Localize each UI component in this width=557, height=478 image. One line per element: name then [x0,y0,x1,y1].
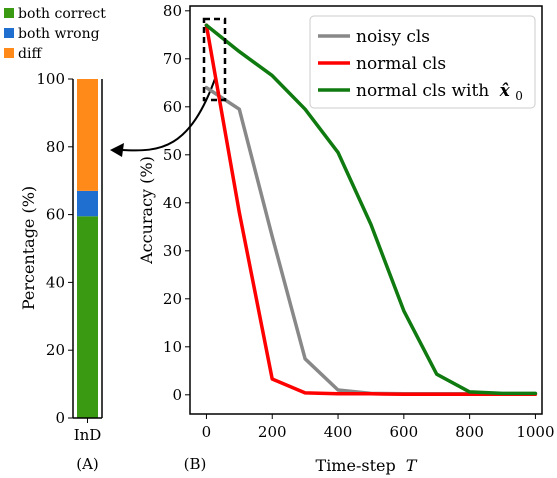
panel-b-x-tick-label: 400 [324,423,353,441]
panel-a-x-tick-label: InD [74,426,102,444]
zoom-highlight-box [202,17,227,102]
panel-b-series-lines [204,23,538,397]
panel-b-y-tick-label: 10 [163,338,182,356]
panel-a-y-tick-label: 0 [55,409,65,427]
panel-b-y-tick-label: 40 [163,194,182,212]
panel-b-legend: noisy cls normal cls normal cls with x̂ … [309,15,536,109]
connector-arrowhead [110,143,124,157]
panel-b-line-chart: 0 10 20 30 40 50 60 70 80 0 200 400 600 800 1000 nois… [137,2,555,475]
legend-label-both-correct: both correct [18,6,106,22]
panel-a-bars [77,79,98,418]
panel-b-y-tick-label: 60 [163,98,182,116]
panel-b-y-tick-label: 30 [163,242,182,260]
panel-a-y-tick-label: 40 [46,273,65,291]
legend-swatch-diff [4,48,14,58]
panel-b-plot-frame [189,5,543,415]
panel-a-y-tick-label: 100 [36,70,65,88]
legend-label-normal-cls: normal cls [356,54,446,74]
panel-b-legend-frame [309,15,536,109]
legend-label-diff: diff [18,46,42,62]
bar-segment-both-wrong [77,190,98,217]
panel-b-y-tick-label: 20 [163,290,182,308]
panel-a-y-tick-label: 20 [46,341,65,359]
panel-b-x-axis-label-text: Time-step [316,456,396,475]
panel-b-y-ticks: 0 10 20 30 40 50 60 70 80 [163,2,190,404]
panel-b-x-axis-label-var: T [406,456,418,475]
series-line-noisy-cls [204,85,538,396]
panel-b-y-tick-label: 50 [163,146,182,164]
panel-b-x-tick-label: 600 [390,423,419,441]
panel-b-x-ticks: 0 200 400 600 800 1000 [202,414,555,441]
panel-b-x-axis-label: Time-step T [316,456,418,475]
panel-b-x-tick-label: 0 [202,423,212,441]
panel-b-label: (B) [184,455,207,473]
series-line-normal-cls [204,23,538,397]
panel-b-x-tick-label: 1000 [516,423,554,441]
legend-swatch-both-correct [4,8,14,18]
legend-label-noisy-cls: noisy cls [356,27,430,47]
legend-math-x-hat: x̂ [499,81,511,101]
legend-label-normal-cls-x0-text: normal cls with [356,81,489,101]
panel-a-stacked-bar-chart: both correct both wrong diff 0 20 40 60 80 10… [4,6,106,473]
legend-math-subscript: 0 [515,89,523,103]
panel-b-x-tick-label: 800 [455,423,484,441]
panel-b-x-tick-label: 200 [258,423,287,441]
legend-swatch-both-wrong [4,28,14,38]
connector-arrow [121,75,217,152]
panel-a-y-ticks: 0 20 40 60 80 100 [36,70,73,427]
panel-b-y-tick-label: 80 [163,2,182,20]
bar-segment-both-correct [77,216,98,418]
panel-b-y-tick-label: 70 [163,50,182,68]
panel-a-legend: both correct both wrong diff [4,6,106,62]
legend-label-normal-cls-x0: normal cls with x̂ 0 [356,81,523,103]
panel-a-y-axis-label: Percentage (%) [19,186,38,310]
panel-b-y-axis-label: Accuracy (%) [137,156,156,265]
panel-b-y-tick-label: 0 [172,386,182,404]
panel-a-y-tick-label: 80 [46,138,65,156]
panel-a-y-tick-label: 60 [46,206,65,224]
bar-segment-diff [77,79,98,191]
series-line-normal-cls-x0 [204,23,538,396]
panel-a-label: (A) [76,455,99,473]
legend-label-both-wrong: both wrong [18,26,100,42]
